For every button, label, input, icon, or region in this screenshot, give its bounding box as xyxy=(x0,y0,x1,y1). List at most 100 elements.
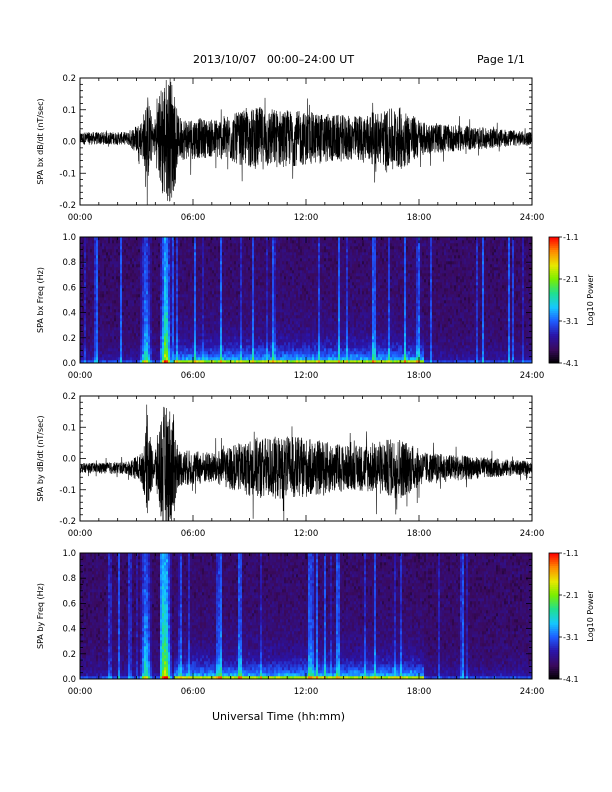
spectrogram-cell xyxy=(264,321,267,325)
spectrogram-cell xyxy=(180,342,183,346)
spectrogram-cell xyxy=(212,315,215,319)
spectrogram-cell xyxy=(90,273,93,277)
spectrogram-cell xyxy=(110,330,113,334)
spectrogram-cell xyxy=(210,303,213,307)
spectrogram-cell xyxy=(228,279,231,283)
spectrogram-cell xyxy=(154,276,157,280)
spectrogram-cell xyxy=(294,327,297,331)
spectrogram-cell xyxy=(106,273,109,277)
spectrogram-cell xyxy=(100,297,103,301)
spectrogram-cell xyxy=(206,237,209,241)
spectrogram-cell xyxy=(274,246,277,250)
spectrogram-cell xyxy=(138,279,141,283)
spectrogram-cell xyxy=(104,306,107,310)
spectrogram-cell xyxy=(274,294,277,298)
spectrogram-cell xyxy=(96,327,99,331)
spectrogram-cell xyxy=(122,345,125,349)
spectrogram-cell xyxy=(98,357,101,361)
spectrogram-cell xyxy=(276,282,279,286)
spectrogram-cell xyxy=(268,336,271,340)
spectrogram-cell xyxy=(178,261,181,265)
spectrogram-cell xyxy=(194,264,197,268)
spectrogram-cell xyxy=(212,279,215,283)
spectrogram-cell xyxy=(242,273,245,277)
spectrogram-cell xyxy=(294,342,297,346)
spectrogram-cell xyxy=(160,327,163,331)
spectrogram-cell xyxy=(130,324,133,328)
spectrogram-cell xyxy=(278,255,281,259)
spectrogram-cell xyxy=(172,303,175,307)
spectrogram-cell xyxy=(232,252,235,256)
spectrogram-cell xyxy=(250,336,253,340)
spectrogram-cell xyxy=(224,255,227,259)
spectrogram-cell xyxy=(184,300,187,304)
spectrogram-cell xyxy=(298,333,301,337)
spectrogram-cell xyxy=(118,240,121,244)
spectrogram-cell xyxy=(244,240,247,244)
spectrogram-cell xyxy=(184,354,187,358)
spectrogram-cell xyxy=(258,267,261,271)
spectrogram-cell xyxy=(168,297,171,301)
spectrogram-cell xyxy=(184,255,187,259)
spectrogram-cell xyxy=(196,282,199,286)
spectrogram-cell xyxy=(108,306,111,310)
spectrogram-cell xyxy=(106,288,109,292)
spectrogram-cell xyxy=(222,330,225,334)
spectrogram-cell xyxy=(170,252,173,256)
spectrogram-cell xyxy=(288,321,291,325)
spectrogram-cell xyxy=(88,285,91,289)
spectrogram-cell xyxy=(120,237,123,241)
spectrogram-cell xyxy=(172,270,175,274)
spectrogram-cell xyxy=(310,249,313,253)
spectrogram-cell xyxy=(206,306,209,310)
spectrogram-cell xyxy=(214,360,217,364)
spectrogram-cell xyxy=(310,324,313,328)
spectrogram-cell xyxy=(264,303,267,307)
spectrogram-cell xyxy=(204,270,207,274)
spectrogram-cell xyxy=(182,309,185,313)
spectrogram-cell xyxy=(278,294,281,298)
spectrogram-cell xyxy=(216,285,219,289)
spectrogram-cell xyxy=(102,348,105,352)
spectrogram-cell xyxy=(284,312,287,316)
spectrogram-cell xyxy=(304,264,307,268)
spectrogram-cell xyxy=(186,291,189,295)
spectrogram-cell xyxy=(132,258,135,262)
spectrogram-cell xyxy=(208,348,211,352)
spectrogram-cell xyxy=(236,249,239,253)
spectrogram-cell xyxy=(188,276,191,280)
spectrogram-cell xyxy=(170,339,173,343)
spectrogram-cell xyxy=(156,288,159,292)
spectrogram-cell xyxy=(198,282,201,286)
spectrogram-cell xyxy=(180,354,183,358)
spectrogram-cell xyxy=(174,318,177,322)
spectrogram-cell xyxy=(178,252,181,256)
spectrogram-cell xyxy=(304,291,307,295)
spectrogram-cell xyxy=(112,258,115,262)
spectrogram-cell xyxy=(84,315,87,319)
spectrogram-cell xyxy=(270,309,273,313)
spectrogram-cell xyxy=(256,345,259,349)
spectrogram-cell xyxy=(106,339,109,343)
spectrogram-cell xyxy=(226,237,229,241)
spectrogram-cell xyxy=(222,348,225,352)
spectrogram-cell xyxy=(178,294,181,298)
spectrogram-cell xyxy=(298,339,301,343)
spectrogram-cell xyxy=(254,270,257,274)
spectrogram-cell xyxy=(292,294,295,298)
spectrogram-cell xyxy=(98,270,101,274)
spectrogram-cell xyxy=(88,237,91,241)
spectrogram-cell xyxy=(274,351,277,355)
spectrogram-cell xyxy=(202,330,205,334)
spectrogram-cell xyxy=(274,237,277,241)
spectrogram-cell xyxy=(240,246,243,250)
spectrogram-cell xyxy=(296,348,299,352)
spectrogram-cell xyxy=(184,333,187,337)
spectrogram-cell xyxy=(250,306,253,310)
spectrogram-cell xyxy=(240,267,243,271)
spectrogram-cell xyxy=(134,249,137,253)
spectrogram-cell xyxy=(292,246,295,250)
spectrogram-cell xyxy=(280,339,283,343)
spectrogram-cell xyxy=(118,246,121,250)
spectrogram-cell xyxy=(134,306,137,310)
